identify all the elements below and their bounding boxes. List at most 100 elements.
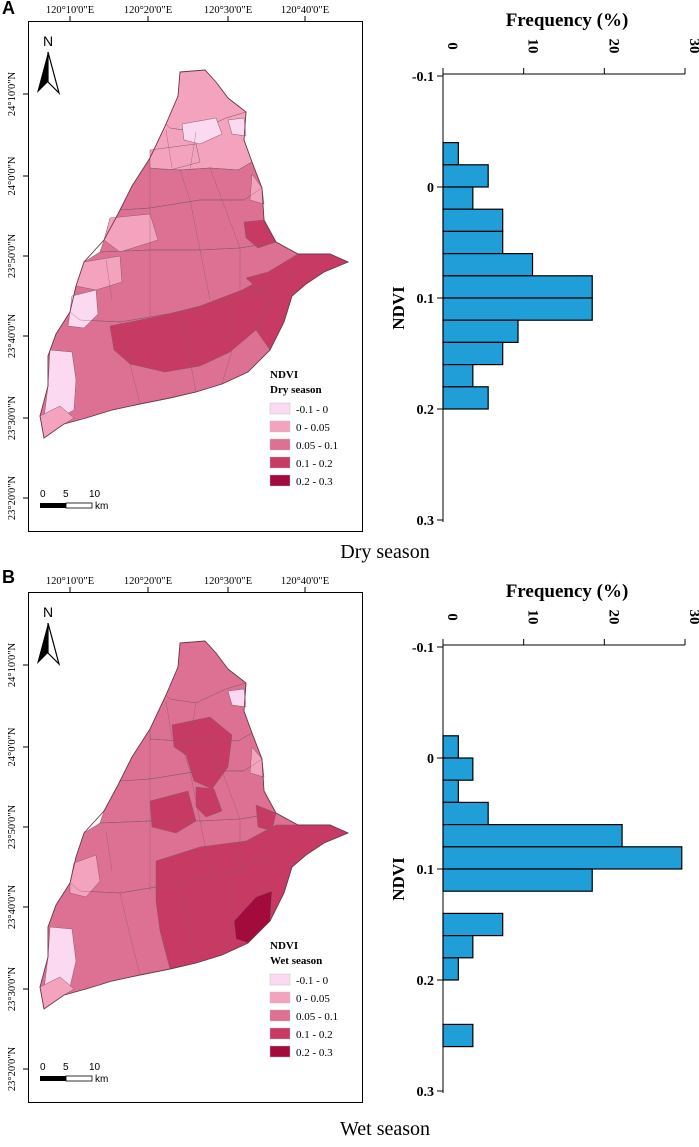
histogram-bar xyxy=(442,912,504,937)
x-tick-label: 30 xyxy=(686,39,699,54)
district-border xyxy=(105,830,113,872)
y-axis-label: NDVI xyxy=(389,857,408,901)
x-tick-label: 0 xyxy=(444,42,460,50)
legend-swatch xyxy=(269,1027,291,1040)
map-subregion xyxy=(149,143,201,171)
legend-label: 0.2 - 0.3 xyxy=(296,476,333,488)
histogram-bar xyxy=(442,779,459,803)
legend-swatch xyxy=(269,973,291,986)
legend-label: 0 - 0.05 xyxy=(296,422,330,434)
chart-title: Frequency (%) xyxy=(506,581,629,602)
lat-label: 23°30'0"N xyxy=(7,966,18,1011)
map-subregion xyxy=(243,219,277,249)
district-border xyxy=(165,700,173,740)
scale-bar-white xyxy=(65,502,93,509)
scale-label: 5 xyxy=(63,1062,69,1073)
north-arrow-left xyxy=(37,52,48,93)
map-subregion xyxy=(103,213,159,253)
histogram-bar xyxy=(442,142,459,166)
lat-label: 24°0'0"N xyxy=(7,156,18,195)
map-subregion xyxy=(249,173,265,205)
map-dry-season: 120°10'0"E 120°20'0"E 120°30'0"E 120°40'0"E… xyxy=(7,5,363,532)
y-tick-label: 0.1 xyxy=(417,863,435,878)
district-border xyxy=(105,259,113,301)
north-label: N xyxy=(43,604,53,620)
histogram-dry-season: Frequency (%) 0 10 20 30 -0.1 0 0.1 0.2 0.3 NDVI xyxy=(389,10,699,529)
caption-wet-season: Wet season xyxy=(339,1118,431,1140)
lon-label: 120°30'0"E xyxy=(204,5,252,16)
lat-label: 23°20'0"N xyxy=(7,1046,18,1091)
x-tick-label: 30 xyxy=(686,610,699,625)
district-border xyxy=(119,758,263,782)
histogram-wet-season: Frequency (%) 0 10 20 30 -0.1 0 0.1 0.2 0.3 NDVI xyxy=(389,581,699,1100)
lat-label: 23°30'0"N xyxy=(7,395,18,440)
map-subregion xyxy=(149,790,197,834)
lat-label: 23°20'0"N xyxy=(7,475,18,520)
legend-title: NDVI xyxy=(270,369,298,381)
map-subregion xyxy=(249,746,265,778)
histogram-bar xyxy=(442,208,504,232)
histogram-bar xyxy=(442,319,519,344)
histogram-bar xyxy=(442,957,459,981)
legend-label: 0.05 - 0.1 xyxy=(296,440,338,452)
district-border xyxy=(189,131,197,171)
y-tick-label: 0.3 xyxy=(417,1085,435,1100)
district-border xyxy=(189,702,197,742)
legend-swatch xyxy=(269,402,291,415)
lat-label: 24°0'0"N xyxy=(7,727,18,766)
histogram-bar xyxy=(442,757,474,781)
lon-label: 120°10'0"E xyxy=(46,5,94,16)
scale-bar-black xyxy=(40,503,66,508)
legend-title: NDVI xyxy=(270,940,298,952)
district-border xyxy=(209,167,241,296)
histogram-bar xyxy=(442,341,504,366)
legend-label: -0.1 - 0 xyxy=(296,404,329,416)
legend-label: 0.1 - 0.2 xyxy=(296,1029,333,1041)
scale-label: 5 xyxy=(63,489,69,500)
legend-subtitle: Wet season xyxy=(270,955,322,967)
x-tick-label: 10 xyxy=(525,610,541,625)
histogram-bar xyxy=(442,735,459,759)
legend-swatch xyxy=(269,438,291,451)
histogram-bar xyxy=(442,364,474,388)
scale-bar-white xyxy=(65,1075,93,1082)
district-border xyxy=(179,311,197,393)
legend-label: 0.1 - 0.2 xyxy=(296,458,333,470)
district-border xyxy=(119,187,263,211)
lon-label: 120°40'0"E xyxy=(281,576,329,587)
map-subregion xyxy=(227,688,247,708)
lon-label: 120°10'0"E xyxy=(46,576,94,587)
histogram-bar xyxy=(442,275,593,299)
north-arrow-right xyxy=(47,51,61,96)
scale-label: 10 xyxy=(89,489,101,500)
scale-label: 0 xyxy=(40,1062,46,1073)
district-border xyxy=(165,129,173,169)
histogram-bar xyxy=(442,164,489,188)
lat-label: 23°40'0"N xyxy=(7,884,18,929)
coastline xyxy=(39,69,350,439)
y-tick-label: 0.3 xyxy=(417,514,435,529)
map-subregion xyxy=(227,117,247,137)
district-border xyxy=(221,299,233,385)
scale-bar-black xyxy=(40,1076,66,1081)
district-border xyxy=(179,882,197,964)
legend-label: 0.2 - 0.3 xyxy=(296,1047,333,1059)
lat-label: 23°40'0"N xyxy=(7,313,18,358)
legend-swatch xyxy=(269,420,291,433)
district-border xyxy=(119,321,141,405)
legend-subtitle: Dry season xyxy=(270,384,322,396)
north-label: N xyxy=(43,33,53,49)
lon-label: 120°30'0"E xyxy=(204,576,252,587)
y-tick-label: -0.1 xyxy=(412,641,434,656)
map-subregion xyxy=(195,786,223,818)
legend-label: 0 - 0.05 xyxy=(296,993,330,1005)
histogram-bar xyxy=(442,230,504,255)
histogram-bar xyxy=(442,846,683,870)
x-tick-label: 0 xyxy=(444,613,460,621)
y-axis-label: NDVI xyxy=(389,286,408,330)
y-tick-label: 0.2 xyxy=(417,974,435,989)
histogram-bar xyxy=(442,935,474,959)
lat-label: 23°50'0"N xyxy=(7,804,18,849)
scale-unit: km xyxy=(95,501,108,512)
panel-letter-b: B xyxy=(2,567,15,587)
